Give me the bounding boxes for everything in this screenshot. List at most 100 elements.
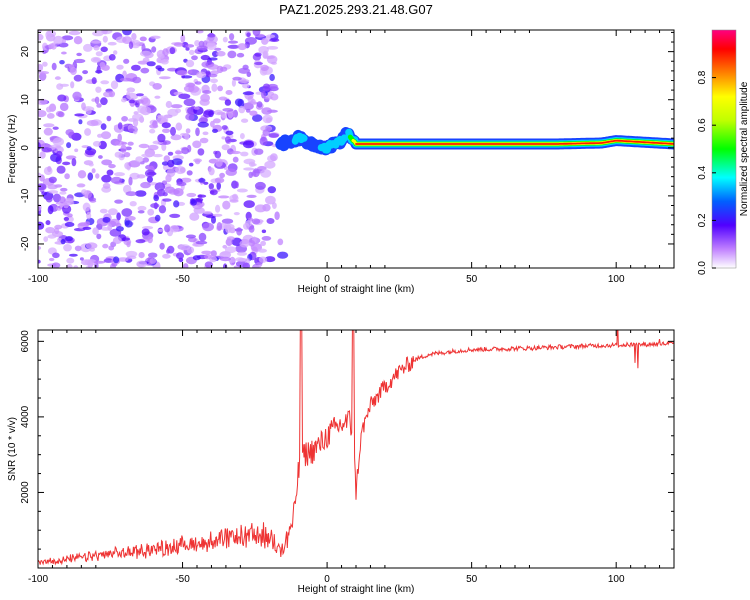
noise-speckle xyxy=(223,223,235,230)
snr-series-line xyxy=(38,330,674,566)
noise-speckle xyxy=(43,123,55,128)
noise-speckle xyxy=(147,208,155,216)
noise-speckle xyxy=(56,83,64,90)
noise-speckle xyxy=(126,87,136,93)
noise-speckle xyxy=(255,91,263,95)
colorbar-frame xyxy=(711,29,737,269)
noise-speckle xyxy=(52,137,64,147)
noise-speckle xyxy=(254,148,264,155)
noise-speckle xyxy=(176,181,187,187)
noise-speckle xyxy=(222,200,231,210)
noise-speckle xyxy=(173,200,180,208)
noise-speckle xyxy=(173,42,184,47)
noise-speckle xyxy=(100,131,112,140)
noise-speckle xyxy=(157,228,164,232)
noise-speckle xyxy=(124,215,136,221)
noise-speckle xyxy=(81,102,86,111)
noise-speckle xyxy=(236,188,248,193)
noise-speckle xyxy=(232,193,238,200)
noise-speckle xyxy=(178,244,191,251)
colorbar: 0.0 0.2 0.4 0.6 0.8 Normalized spectral ampl… xyxy=(697,29,750,275)
noise-speckle xyxy=(120,144,127,153)
noise-speckle xyxy=(197,121,209,128)
noise-speckle xyxy=(137,205,147,211)
noise-speckle xyxy=(61,51,67,55)
noise-speckle xyxy=(109,218,120,226)
noise-speckle xyxy=(74,113,85,117)
noise-speckle xyxy=(258,46,269,54)
noise-speckle xyxy=(194,81,202,85)
noise-speckle xyxy=(106,169,114,176)
noise-speckle xyxy=(140,181,151,189)
noise-speckle xyxy=(51,62,57,71)
noise-speckle xyxy=(51,262,61,268)
noise-speckle xyxy=(208,167,215,176)
noise-speckle xyxy=(108,90,116,98)
colorbar-tick-label: 0.0 xyxy=(697,261,708,275)
noise-speckle xyxy=(147,236,153,244)
noise-speckle xyxy=(161,143,167,151)
noise-speckle xyxy=(221,251,231,255)
noise-speckle xyxy=(240,151,249,157)
noise-speckle xyxy=(131,64,141,71)
noise-speckle xyxy=(219,256,232,262)
noise-speckle xyxy=(137,210,145,214)
noise-speckle xyxy=(96,233,102,240)
noise-speckle xyxy=(254,52,262,57)
noise-speckle xyxy=(183,98,196,107)
noise-speckle xyxy=(93,57,100,62)
noise-speckle xyxy=(214,150,222,159)
snr-frame xyxy=(37,329,675,569)
noise-speckle xyxy=(76,183,86,188)
noise-speckle xyxy=(56,150,63,158)
noise-speckle xyxy=(206,35,218,44)
noise-speckle xyxy=(214,177,225,184)
noise-speckle xyxy=(154,182,166,192)
noise-speckle xyxy=(261,91,267,99)
noise-speckle xyxy=(149,128,156,134)
noise-speckle xyxy=(180,132,188,137)
noise-speckle xyxy=(38,110,47,118)
noise-speckle xyxy=(92,227,99,235)
snr-xlabel: Height of straight line (km) xyxy=(298,584,415,595)
noise-speckle xyxy=(203,181,209,185)
noise-speckle xyxy=(230,150,241,155)
noise-speckle xyxy=(192,255,201,261)
noise-speckle xyxy=(229,33,235,41)
noise-speckle xyxy=(100,123,107,130)
x-tick-label: -50 xyxy=(175,574,190,585)
noise-speckle xyxy=(64,173,70,180)
noise-speckle xyxy=(128,99,135,104)
noise-speckle xyxy=(238,79,250,83)
noise-speckle xyxy=(38,98,48,106)
noise-speckle xyxy=(186,170,193,176)
noise-speckle xyxy=(249,110,258,116)
noise-speckle xyxy=(81,189,88,195)
noise-speckle xyxy=(238,105,246,114)
noise-speckle xyxy=(166,249,171,254)
noise-speckle xyxy=(203,110,212,118)
noise-speckle xyxy=(261,229,267,234)
noise-speckle xyxy=(88,162,94,167)
noise-speckle xyxy=(248,225,255,233)
noise-speckle xyxy=(52,252,60,259)
noise-speckle xyxy=(82,226,92,230)
noise-speckle xyxy=(204,253,212,260)
noise-speckle xyxy=(57,111,65,118)
noise-speckle xyxy=(220,66,228,72)
noise-speckle xyxy=(108,164,116,169)
noise-speckle xyxy=(84,128,92,136)
noise-speckle xyxy=(149,258,157,264)
noise-speckle xyxy=(242,262,251,268)
spectrogram-xlabel: Height of straight line (km) xyxy=(298,284,415,295)
noise-speckle xyxy=(210,120,215,128)
noise-speckle xyxy=(113,50,118,55)
noise-speckle xyxy=(121,98,127,103)
noise-speckle xyxy=(141,228,150,236)
y-tick-label: 2000 xyxy=(20,481,31,504)
noise-speckle xyxy=(128,176,133,186)
noise-speckle xyxy=(178,93,191,100)
noise-speckle xyxy=(135,156,144,163)
noise-speckle xyxy=(117,133,122,142)
noise-speckle xyxy=(39,151,46,159)
